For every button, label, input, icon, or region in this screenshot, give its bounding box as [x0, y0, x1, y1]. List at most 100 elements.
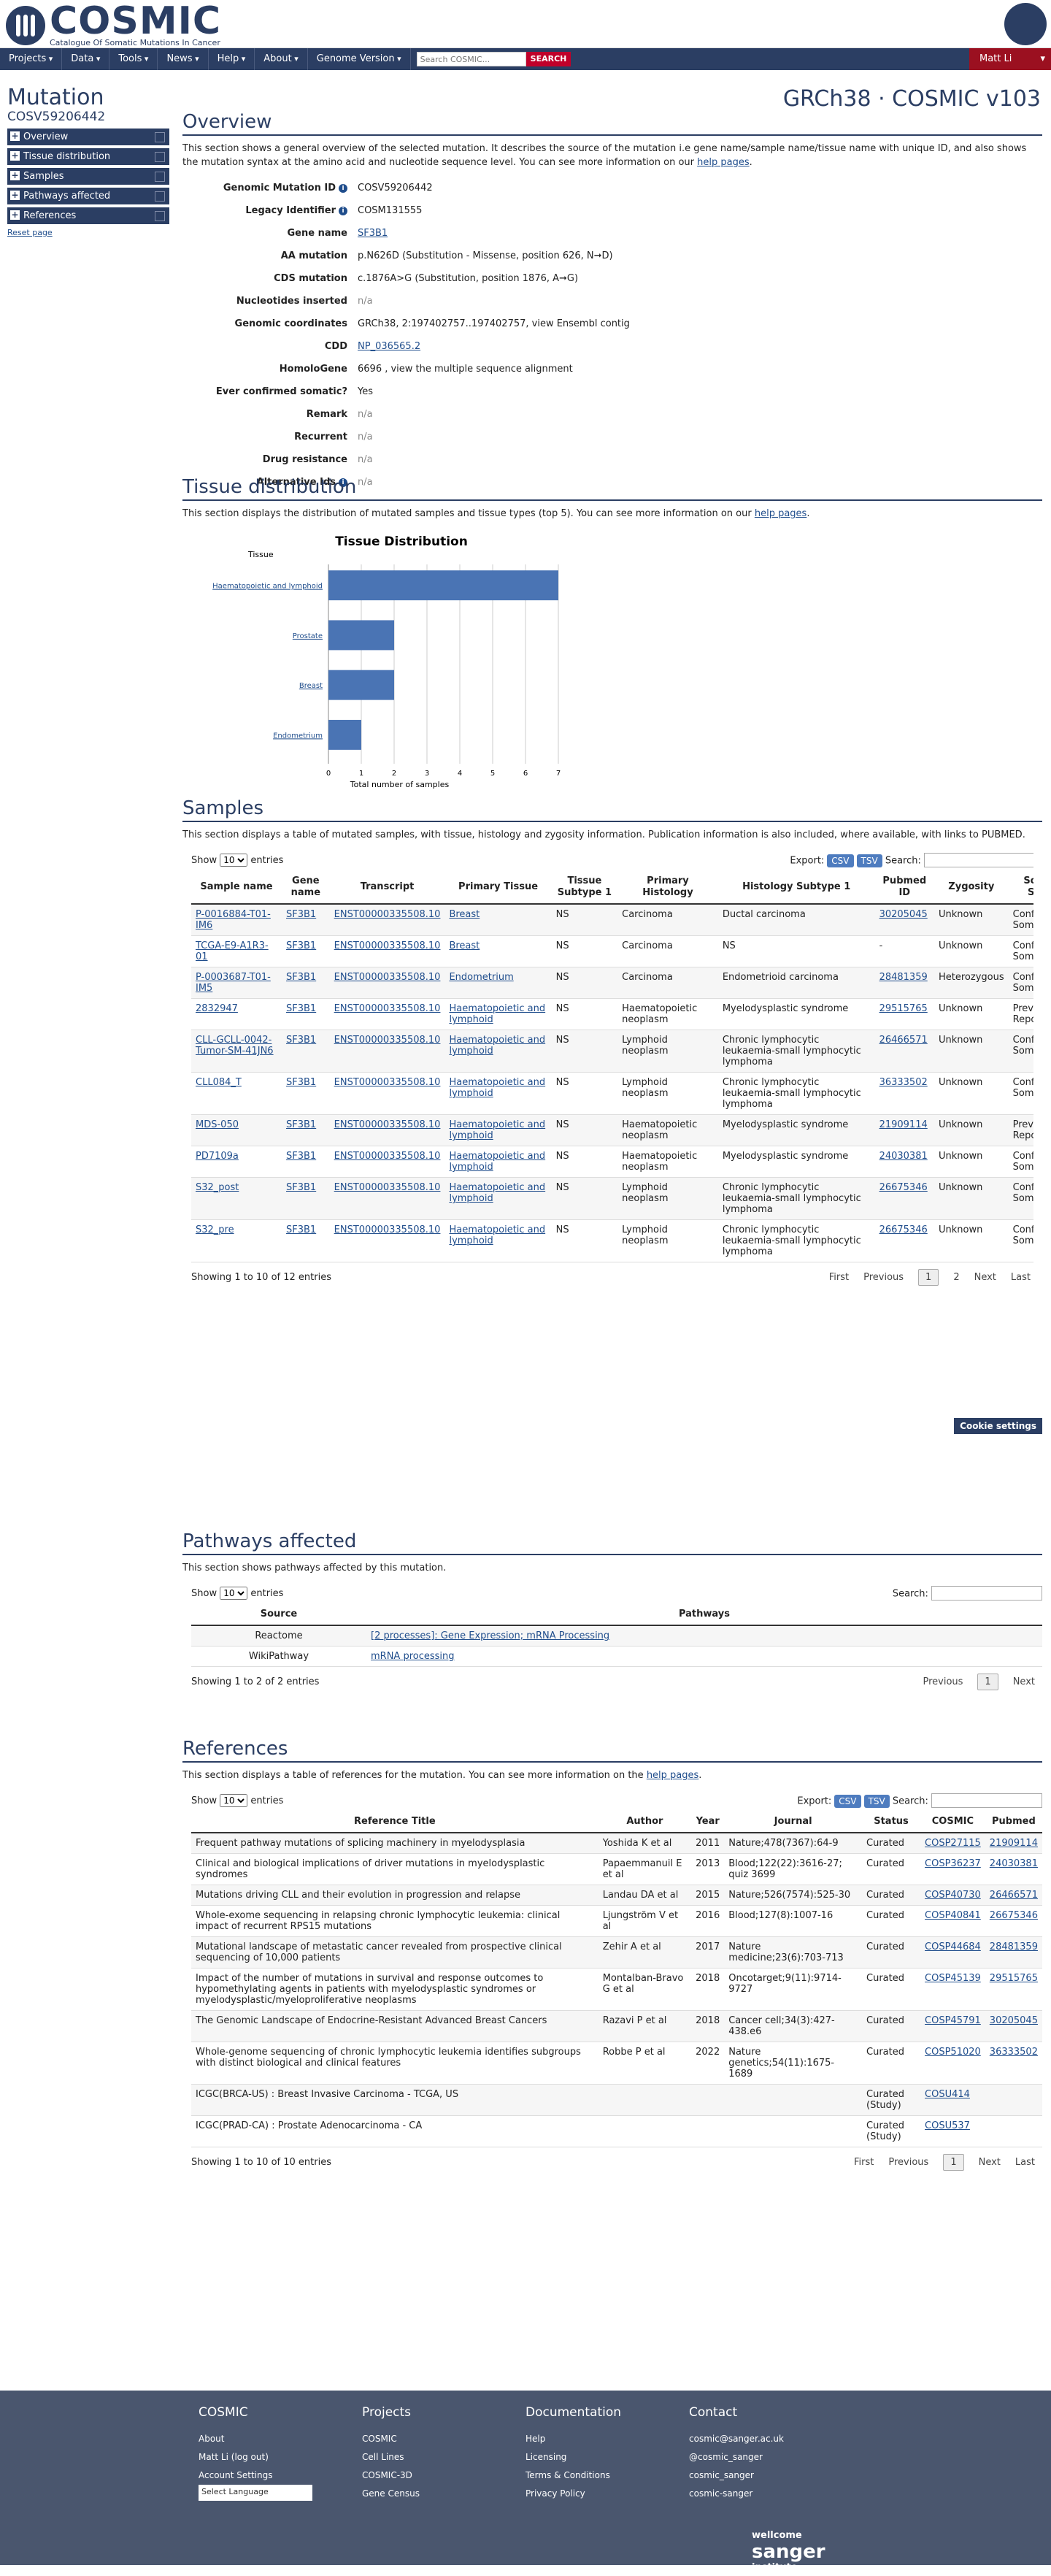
pathways-search-input[interactable] — [931, 1586, 1042, 1601]
cell-link[interactable]: 29515765 — [989, 1973, 1038, 1984]
pager-previous[interactable]: Previous — [888, 2156, 929, 2168]
cell-link[interactable]: 28481359 — [989, 1941, 1038, 1952]
cell-link[interactable]: 29515765 — [879, 1003, 928, 1014]
cell-link[interactable]: 36333502 — [989, 2047, 1038, 2058]
cell-link[interactable]: 26466571 — [879, 1035, 928, 1046]
column-header[interactable]: Primary Tissue — [444, 871, 552, 905]
footer-link[interactable]: Help — [526, 2434, 546, 2444]
nav-genome-version[interactable]: Genome Version — [308, 48, 411, 70]
cell-link[interactable]: SF3B1 — [285, 940, 317, 951]
pager-2[interactable]: 2 — [953, 1271, 960, 1283]
user-menu[interactable]: Matt Li — [969, 48, 1051, 70]
pager-previous[interactable]: Previous — [863, 1271, 904, 1283]
column-header[interactable]: Tissue Subtype 1 — [551, 871, 618, 905]
cell-link[interactable]: ENST00000335508.10 — [334, 1003, 441, 1014]
cell-link[interactable]: S32_post — [196, 1182, 239, 1193]
cell-link[interactable]: ENST00000335508.10 — [334, 972, 441, 983]
cell-link[interactable]: P-0016884-T01-IM6 — [196, 909, 271, 931]
cell-link[interactable]: Haematopoietic and lymphoid — [449, 1003, 546, 1025]
info-icon[interactable]: i — [339, 478, 347, 487]
cell-link[interactable]: CLL084_T — [196, 1077, 242, 1088]
cell-link[interactable]: COSU414 — [925, 2089, 970, 2100]
cell-link[interactable]: 30205045 — [989, 2015, 1038, 2026]
tsv-export-button[interactable]: TSV — [856, 854, 882, 867]
field-value[interactable]: NP_036565.2 — [358, 341, 421, 352]
cell-link[interactable]: COSU537 — [925, 2120, 970, 2131]
pager-last[interactable]: Last — [1010, 1271, 1031, 1283]
nav-about[interactable]: About — [255, 48, 308, 70]
column-header[interactable]: Pathways — [366, 1604, 1042, 1626]
column-header[interactable]: Pubmed ID — [874, 871, 934, 905]
cosmic-logo[interactable]: COSMIC Catalogue Of Somatic Mutations In… — [6, 2, 221, 47]
column-header[interactable]: Status — [862, 1812, 921, 1833]
column-header[interactable]: Somatic Status — [1008, 871, 1033, 905]
column-header[interactable]: Transcript — [329, 871, 445, 905]
sidebar-item-pathways-affected[interactable]: Pathways affected — [7, 188, 169, 204]
column-header[interactable]: Source — [191, 1604, 366, 1626]
references-search-input[interactable] — [931, 1793, 1042, 1808]
cell-link[interactable]: COSP36237 — [925, 1858, 981, 1869]
cell-link[interactable]: 21909114 — [879, 1119, 928, 1130]
cell-link[interactable]: ENST00000335508.10 — [334, 1151, 441, 1162]
footer-link[interactable]: Privacy Policy — [526, 2488, 585, 2499]
cell-link[interactable]: PD7109a — [196, 1151, 239, 1162]
cell-link[interactable]: MDS-050 — [196, 1119, 239, 1130]
column-header[interactable]: COSMIC — [920, 1812, 985, 1833]
references-help-link[interactable]: help pages — [646, 1770, 699, 1781]
cell-link[interactable]: Haematopoietic and lymphoid — [449, 1077, 546, 1099]
cell-link[interactable]: COSP45791 — [925, 2015, 981, 2026]
column-header[interactable]: Gene name — [281, 871, 330, 905]
footer-link[interactable]: cosmic@sanger.ac.uk — [689, 2434, 784, 2444]
cell-link[interactable]: 2832947 — [196, 1003, 238, 1014]
cell-link[interactable]: COSP44684 — [925, 1941, 981, 1952]
cell-link[interactable]: TCGA-E9-A1R3-01 — [196, 940, 269, 962]
cell-link[interactable]: SF3B1 — [285, 1035, 317, 1046]
sidebar-item-samples[interactable]: Samples — [7, 168, 169, 185]
search-button[interactable]: SEARCH — [526, 52, 571, 66]
sidebar-item-references[interactable]: References — [7, 207, 169, 224]
cell-link[interactable]: 26675346 — [989, 1910, 1038, 1921]
cell-link[interactable]: [2 processes]: Gene Expression; mRNA Pro… — [371, 1630, 610, 1641]
cell-link[interactable]: ENST00000335508.10 — [334, 1077, 441, 1088]
pager-next[interactable]: Next — [974, 1271, 996, 1283]
footer-link[interactable]: cosmic-sanger — [689, 2488, 753, 2499]
cell-link[interactable]: 26675346 — [879, 1224, 928, 1235]
tissue-help-link[interactable]: help pages — [754, 508, 807, 519]
footer-link[interactable]: COSMIC-3D — [362, 2470, 412, 2480]
sidebar-item-overview[interactable]: Overview — [7, 129, 169, 145]
nav-projects[interactable]: Projects — [0, 48, 63, 70]
cell-link[interactable]: P-0003687-T01-IM5 — [196, 972, 271, 994]
cell-link[interactable]: 21909114 — [989, 1838, 1038, 1849]
cell-link[interactable]: Haematopoietic and lymphoid — [449, 1182, 546, 1204]
cell-link[interactable]: COSP27115 — [925, 1838, 981, 1849]
cell-link[interactable]: 36333502 — [879, 1077, 928, 1088]
cell-link[interactable]: 24030381 — [879, 1151, 928, 1162]
column-header[interactable]: Reference Title — [191, 1812, 598, 1833]
cell-link[interactable]: 26466571 — [989, 1890, 1038, 1901]
references-length-select[interactable]: 10 — [220, 1794, 248, 1807]
samples-search-input[interactable] — [924, 853, 1033, 867]
nav-data[interactable]: Data — [62, 48, 110, 70]
cell-link[interactable]: ENST00000335508.10 — [334, 1035, 441, 1046]
footer-link[interactable]: COSMIC — [362, 2434, 397, 2444]
nav-tools[interactable]: Tools — [109, 48, 158, 70]
pathways-length-select[interactable]: 10 — [220, 1587, 248, 1600]
cell-link[interactable]: 30205045 — [879, 909, 928, 920]
column-header[interactable]: Histology Subtype 1 — [717, 871, 875, 905]
cell-link[interactable]: ENST00000335508.10 — [334, 940, 441, 951]
cell-link[interactable]: 24030381 — [989, 1858, 1038, 1869]
column-header[interactable]: Year — [691, 1812, 725, 1833]
ref-csv-button[interactable]: CSV — [834, 1794, 861, 1808]
pager-1[interactable]: 1 — [977, 1673, 998, 1690]
footer-link[interactable]: Cell Lines — [362, 2452, 404, 2462]
cell-link[interactable]: COSP45139 — [925, 1973, 981, 1984]
info-icon[interactable]: i — [339, 206, 347, 215]
column-header[interactable]: Pubmed — [985, 1812, 1042, 1833]
cell-link[interactable]: ENST00000335508.10 — [334, 909, 441, 920]
footer-link[interactable]: Gene Census — [362, 2488, 420, 2499]
sidebar-item-tissue-distribution[interactable]: Tissue distribution — [7, 148, 169, 165]
samples-length-select[interactable]: 10 — [220, 854, 248, 867]
cell-link[interactable]: COSP51020 — [925, 2047, 981, 2058]
pager-last[interactable]: Last — [1015, 2156, 1035, 2168]
search-input[interactable] — [416, 52, 526, 66]
